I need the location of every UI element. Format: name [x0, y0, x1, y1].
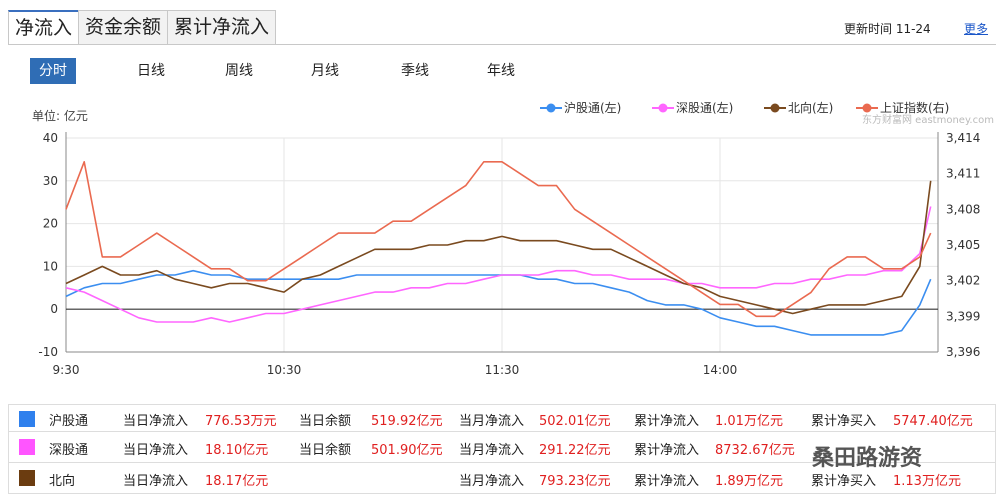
- value-cumulative-inflow: 8732.67亿元: [715, 443, 795, 458]
- chart-grid: [66, 137, 938, 353]
- legend-label-index: 上证指数(右): [880, 101, 950, 115]
- y-tick-label-left: 40: [43, 131, 58, 145]
- label-cumulative-buy: 累计净买入: [811, 474, 877, 489]
- x-tick-label: 14:00: [703, 363, 738, 377]
- swatch-sz: [19, 439, 35, 455]
- value-monthly-inflow: 291.22亿元: [539, 443, 611, 458]
- more-link[interactable]: 更多: [964, 22, 989, 36]
- y-tick-label-left: 30: [43, 174, 58, 188]
- value-daily-balance: 501.90亿元: [371, 443, 443, 458]
- row-name: 深股通: [49, 443, 89, 458]
- summary-row-sh: 沪股通 当日净流入 776.53万元 当日余额 519.92亿元 当月净流入 5…: [8, 404, 996, 432]
- tab-divider: [8, 44, 996, 45]
- x-tick-label: 11:30: [485, 363, 520, 377]
- summary-table: 沪股通 当日净流入 776.53万元 当日余额 519.92亿元 当月净流入 5…: [8, 404, 996, 494]
- row-name: 沪股通: [49, 414, 89, 429]
- value-cumulative-buy: 1.13万亿元: [893, 474, 961, 489]
- row-name: 北向: [49, 474, 76, 489]
- y-tick-label-left: 20: [43, 217, 58, 231]
- y-tick-label-left: -10: [38, 345, 58, 359]
- tab-net-inflow[interactable]: 净流入: [8, 10, 80, 44]
- chart-axes: [65, 132, 939, 353]
- y-tick-label-right: 3,399: [946, 309, 980, 323]
- value-daily-inflow: 776.53万元: [205, 414, 277, 429]
- value-monthly-inflow: 793.23亿元: [539, 474, 611, 489]
- y-tick-label-left: 0: [50, 302, 58, 316]
- label-daily-inflow: 当日净流入: [123, 443, 189, 458]
- flow-chart: 40 30 20 10 0 -10 3,414 3,411 3,408 3,405 3,402 3,3…: [38, 131, 980, 377]
- x-tick-label: 9:30: [53, 363, 80, 377]
- value-cumulative-buy: 5747.40亿元: [893, 414, 973, 429]
- value-cumulative-inflow: 1.01万亿元: [715, 414, 783, 429]
- y-tick-label-right: 3,414: [946, 131, 980, 145]
- y-tick-label-right: 3,408: [946, 202, 980, 216]
- period-yearly[interactable]: 年线: [487, 63, 515, 79]
- value-daily-inflow: 18.17亿元: [205, 474, 269, 489]
- label-daily-inflow: 当日净流入: [123, 474, 189, 489]
- label-monthly-inflow: 当月净流入: [459, 414, 525, 429]
- update-time: 更新时间 11-24: [844, 22, 931, 36]
- y-tick-label-right: 3,411: [946, 167, 980, 181]
- period-intraday[interactable]: 分时: [30, 58, 76, 84]
- value-daily-balance: 519.92亿元: [371, 414, 443, 429]
- legend-marker-index: [856, 103, 878, 113]
- period-quarterly[interactable]: 季线: [401, 63, 429, 79]
- swatch-sh: [19, 411, 35, 427]
- label-monthly-inflow: 当月净流入: [459, 443, 525, 458]
- value-monthly-inflow: 502.01亿元: [539, 414, 611, 429]
- legend-marker-sz: [652, 103, 674, 113]
- legend-label-north: 北向(左): [788, 101, 834, 115]
- wechat-watermark: 桑田路游资: [812, 446, 923, 471]
- legend-marker-north: [764, 103, 786, 113]
- period-daily[interactable]: 日线: [137, 63, 165, 79]
- period-monthly[interactable]: 月线: [311, 63, 339, 79]
- y-tick-label-right: 3,396: [946, 345, 980, 359]
- tab-fund-balance[interactable]: 资金余额: [78, 10, 169, 44]
- label-cumulative-inflow: 累计净流入: [634, 474, 700, 489]
- swatch-north: [19, 470, 35, 486]
- legend-marker-sh: [540, 103, 562, 113]
- x-tick-label: 10:30: [267, 363, 302, 377]
- watermark: 东方财富网 eastmoney.com: [862, 115, 994, 126]
- label-cumulative-inflow: 累计净流入: [634, 414, 700, 429]
- summary-row-sz: 深股通 当日净流入 18.10亿元 当日余额 501.90亿元 当月净流入 29…: [8, 432, 996, 463]
- series-line-3: [65, 161, 932, 318]
- legend-label-sz: 深股通(左): [676, 101, 734, 115]
- tab-cumulative-inflow[interactable]: 累计净流入: [167, 10, 277, 44]
- label-daily-balance: 当日余额: [299, 443, 352, 458]
- series-line-1: [65, 206, 932, 323]
- period-weekly[interactable]: 周线: [225, 63, 253, 79]
- series-line-0: [65, 269, 932, 336]
- label-cumulative-inflow: 累计净流入: [634, 443, 700, 458]
- label-cumulative-buy: 累计净买入: [811, 414, 877, 429]
- chart-tick-labels: 40 30 20 10 0 -10 3,414 3,411 3,408 3,405 3,402 3,3…: [38, 131, 980, 377]
- unit-label: 单位: 亿元: [32, 109, 88, 123]
- label-daily-balance: 当日余额: [299, 414, 352, 429]
- y-tick-label-left: 10: [43, 259, 58, 273]
- y-tick-label-right: 3,402: [946, 274, 980, 288]
- series-line-2: [65, 180, 932, 315]
- summary-row-north: 北向 当日净流入 18.17亿元 当月净流入 793.23亿元 累计净流入 1.…: [8, 463, 996, 494]
- label-daily-inflow: 当日净流入: [123, 414, 189, 429]
- legend-label-sh: 沪股通(左): [564, 101, 622, 115]
- label-monthly-inflow: 当月净流入: [459, 474, 525, 489]
- value-cumulative-inflow: 1.89万亿元: [715, 474, 783, 489]
- tab-bar: 净流入 资金余额 累计净流入: [8, 10, 277, 44]
- chart-series: [65, 161, 932, 336]
- y-tick-label-right: 3,405: [946, 238, 980, 252]
- value-daily-inflow: 18.10亿元: [205, 443, 269, 458]
